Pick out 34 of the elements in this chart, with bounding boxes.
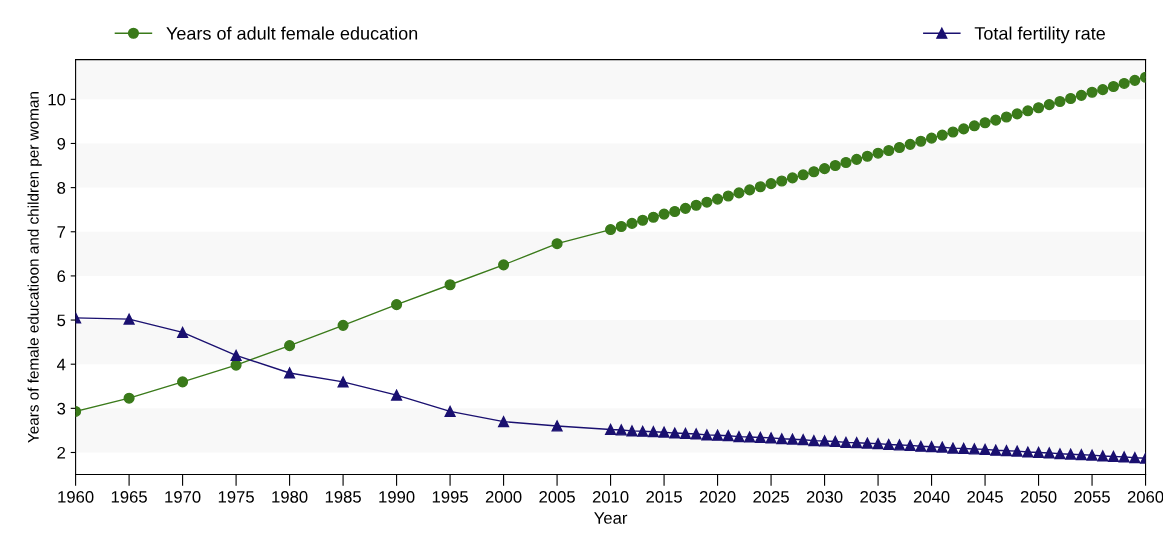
- y-tick-label: 10: [48, 93, 66, 106]
- x-tick-label: 2060: [1127, 490, 1163, 503]
- x-tick-label: 2000: [485, 490, 522, 503]
- y-tick-label: 8: [57, 182, 66, 194]
- x-tick-label: 1995: [432, 490, 468, 503]
- x-tick-label: 2040: [913, 490, 950, 503]
- x-tick-label: 1970: [165, 490, 201, 503]
- x-tick-label: 2055: [1074, 490, 1110, 503]
- y-tick-label: 6: [57, 270, 66, 283]
- x-tick-label: 2045: [967, 490, 1003, 503]
- x-axis-title: Year: [594, 512, 628, 524]
- y-tick-label: 5: [57, 314, 66, 327]
- x-tick-label: 2015: [646, 490, 682, 503]
- legend-label: Total fertility rate: [974, 26, 1105, 44]
- y-tick-label: 9: [57, 137, 66, 150]
- x-tick-label: 1985: [325, 490, 361, 503]
- y-axis-title: Years of female educatioon and children per woman: [27, 92, 42, 443]
- x-tick-label: 1980: [272, 490, 308, 503]
- x-tick-label: 2030: [806, 490, 843, 503]
- y-tick-label: 7: [57, 226, 66, 238]
- x-tick-label: 1960: [58, 490, 94, 503]
- x-tick-label: 1990: [379, 490, 415, 503]
- y-tick-label: 2: [57, 446, 66, 459]
- x-tick-label: 2010: [592, 490, 629, 503]
- x-tick-label: 1975: [218, 490, 254, 503]
- y-tick-label: 3: [57, 402, 66, 415]
- legend-label: Years of adult female education: [166, 26, 418, 40]
- y-tick-label: 4: [56, 358, 66, 371]
- x-tick-label: 2035: [860, 490, 896, 503]
- x-tick-label: 2025: [753, 490, 789, 503]
- x-tick-label: 2005: [539, 490, 575, 503]
- x-tick-label: 2020: [699, 490, 736, 503]
- x-tick-label: 2050: [1020, 490, 1057, 503]
- x-tick-label: 1965: [111, 490, 147, 503]
